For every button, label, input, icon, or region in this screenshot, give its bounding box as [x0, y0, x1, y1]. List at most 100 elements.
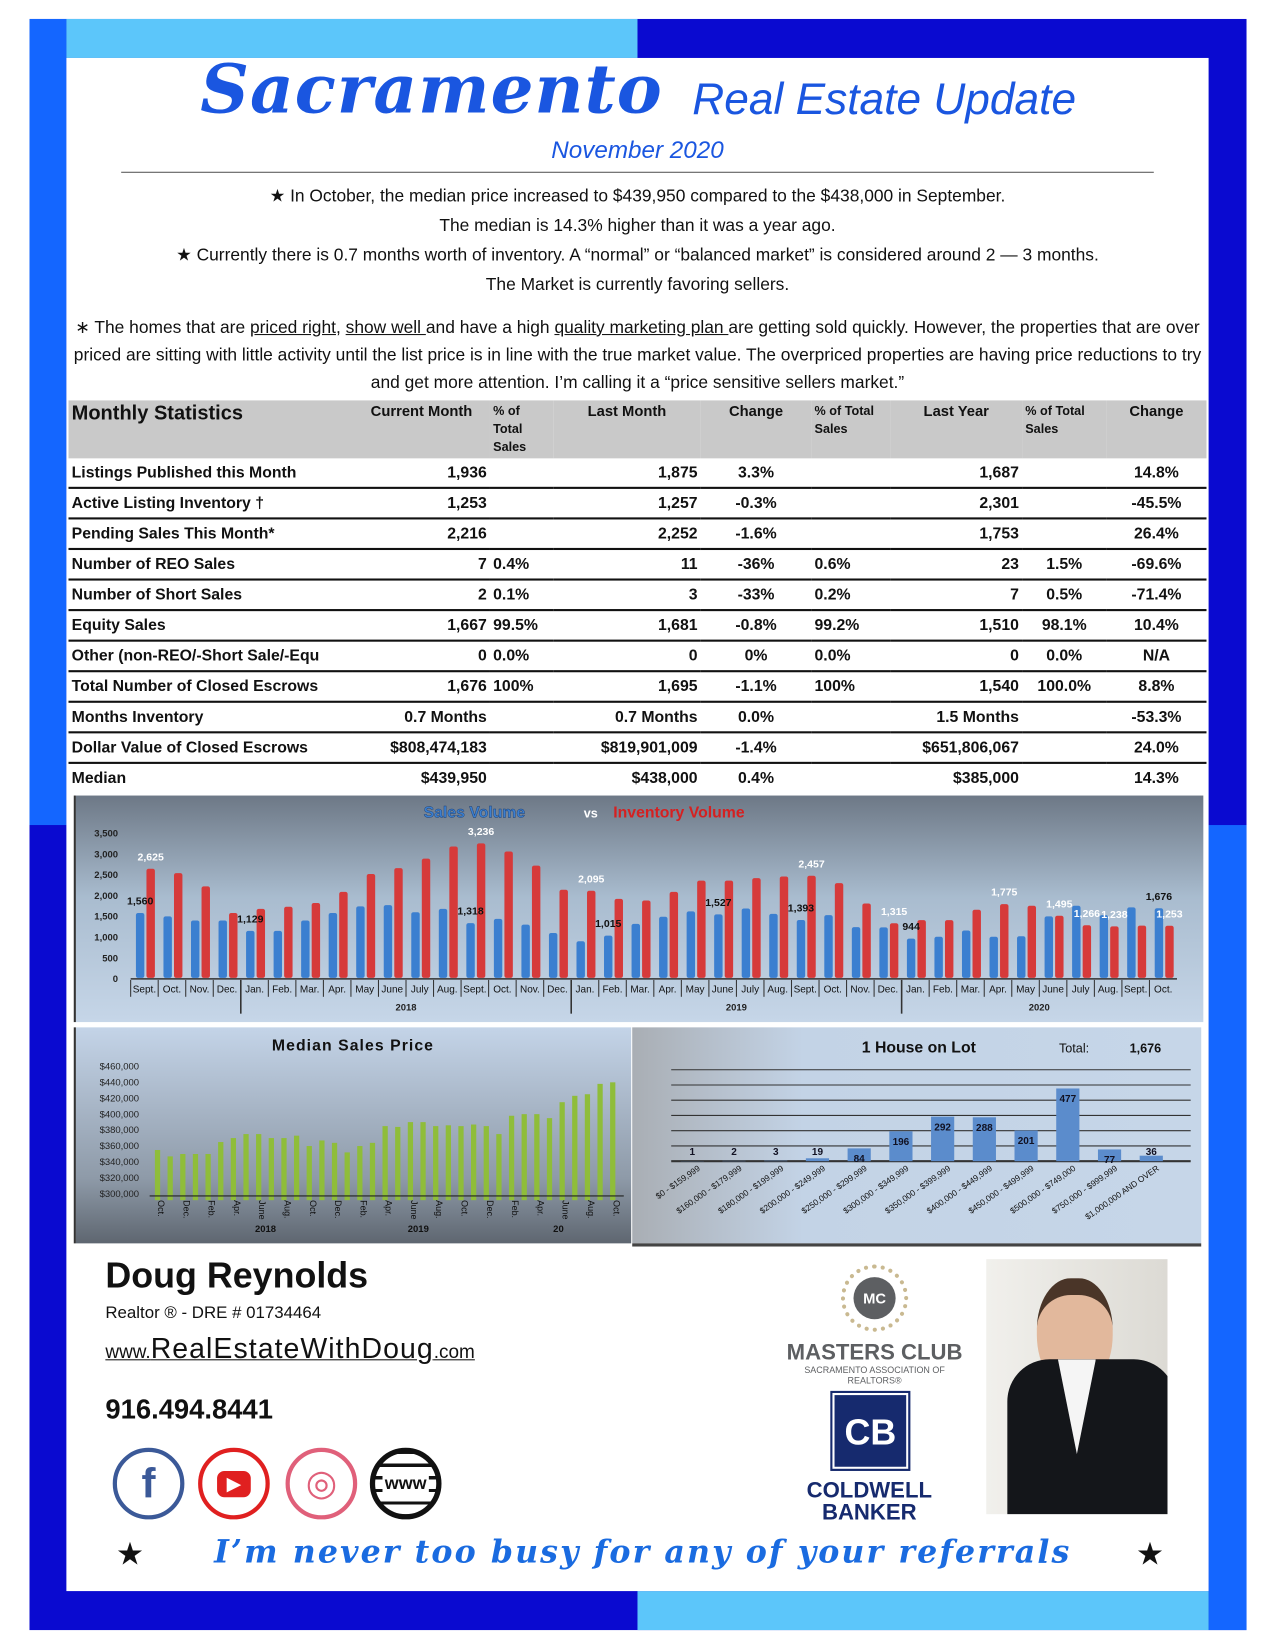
sales-bar [576, 941, 585, 978]
cell: 0 [890, 640, 1023, 673]
title-real-estate-update: Real Estate Update [692, 73, 1077, 124]
x-tick-label: Oct. [308, 1200, 318, 1216]
row-label: Listings Published this Month [68, 458, 353, 489]
x-tick-label: Apr. [232, 1200, 242, 1216]
cell: 0.4% [738, 769, 775, 788]
cell: 100% [811, 671, 891, 703]
inventory-bar [889, 923, 899, 978]
cell: 0.0% [1022, 640, 1107, 673]
cell: 11 [553, 548, 701, 581]
cell: 1,676 [352, 671, 490, 703]
median-bar [281, 1138, 287, 1201]
x-tick-label: Apr. [989, 985, 1007, 996]
inventory-bar [587, 890, 596, 978]
data-label: 1,676 [1146, 891, 1172, 903]
inventory-bar [449, 846, 458, 978]
x-tick-label: Apr. [328, 985, 346, 996]
data-label: 201 [1018, 1136, 1035, 1147]
year-label: 2020 [1029, 1002, 1050, 1013]
bullet-median: ★ In October, the median price increased… [269, 186, 1006, 235]
y-tick-label: 2,000 [94, 891, 118, 902]
inventory-bar [669, 891, 679, 978]
sales-bar [1127, 907, 1136, 978]
masters-club-badge: MC [840, 1264, 909, 1332]
data-label: 944 [902, 921, 920, 933]
x-tick-label: Mar. [961, 985, 980, 996]
cell: 0.0% [489, 640, 554, 673]
sales-bar [1099, 915, 1109, 978]
bullet-inventory: ★ Currently there is 0.7 months worth of… [176, 245, 1099, 294]
row-label: Active Listing Inventory † [68, 487, 353, 520]
cell: 100.0% [1022, 671, 1107, 703]
x-tick-label: Mar. [300, 985, 319, 996]
frame-segment [637, 1591, 1209, 1631]
x-tick-label: July [1072, 985, 1090, 996]
inventory-bar [1110, 926, 1119, 978]
monthly-statistics-table: Monthly Statistics Current Month% of Tota… [68, 400, 1207, 792]
data-label: 1,560 [127, 896, 153, 908]
youtube-icon[interactable]: ▶ [198, 1447, 270, 1520]
x-tick-label: Oct. [493, 985, 511, 996]
median-bar [483, 1126, 489, 1201]
title-sacramento: Sacramento [200, 50, 663, 130]
chart-title-sales: Sales Volume [424, 805, 526, 822]
asterisk-icon: ∗ [75, 318, 90, 338]
cell: $651,806,067 [890, 732, 1023, 764]
cell [489, 487, 554, 520]
sales-bar [190, 920, 200, 978]
cell: 3.3% [700, 458, 812, 489]
data-label: 1,495 [1046, 898, 1072, 910]
data-label: 2,095 [578, 873, 604, 885]
sales-bar [796, 919, 806, 978]
x-tick-label: Sept. [1124, 985, 1147, 996]
sales-bar [356, 906, 365, 978]
cell [811, 732, 891, 764]
data-label: 1,015 [595, 918, 621, 930]
table-row: Months Inventory 0.7 Months 0.7 Months 0.0%… [68, 701, 1207, 734]
frame-segment [1208, 825, 1247, 1631]
cell: -53.3% [1106, 701, 1207, 734]
sales-bar [686, 911, 696, 978]
median-bar [180, 1153, 186, 1201]
price-range-bar [805, 1158, 830, 1162]
median-bar [584, 1094, 591, 1201]
x-tick-label: Aug. [434, 1200, 444, 1218]
price-range-bar [1014, 1130, 1038, 1162]
agent-website-link[interactable]: www.RealEstateWithDoug.com [105, 1332, 475, 1365]
table-row: Active Listing Inventory † 1,253 1,257 -0.3… [68, 487, 1207, 520]
house-on-lot-chart: 1 House on Lot Total: 1,676 1 $0 - $159,999 2… [632, 1027, 1202, 1247]
y-tick-label: 3,500 [94, 829, 118, 840]
median-bar [546, 1118, 553, 1201]
y-tick-label: 3,000 [94, 849, 118, 860]
x-tick-label: Nov. [520, 985, 540, 996]
cell: -1.6% [700, 518, 812, 551]
inventory-bar [972, 909, 981, 978]
median-bar [395, 1126, 401, 1201]
cell: 1.5% [1022, 548, 1107, 581]
inventory-bar [614, 898, 623, 978]
sales-bar [989, 936, 998, 978]
cell: 7 [352, 548, 490, 581]
x-tick-label: Oct. [156, 1200, 166, 1216]
cell [811, 701, 891, 734]
sales-bar [438, 908, 448, 978]
y-tick-label: $300,000 [100, 1189, 140, 1200]
sales-bar [521, 924, 530, 978]
price-range-bar [931, 1116, 955, 1162]
cell [811, 487, 891, 520]
facebook-icon[interactable]: f [112, 1447, 185, 1520]
median-bar [293, 1135, 300, 1201]
sales-bar [218, 920, 227, 978]
cell: -36% [700, 548, 812, 581]
y-tick-label: $460,000 [100, 1062, 140, 1073]
sales-bar [659, 916, 668, 978]
x-tick-label: Dec. [547, 985, 568, 996]
year-label: 2018 [395, 1002, 416, 1013]
cell: 0.5% [1022, 579, 1107, 612]
sales-bar [383, 905, 393, 978]
data-label: 2,625 [138, 851, 164, 863]
www-globe-icon[interactable]: www [369, 1447, 442, 1520]
instagram-icon[interactable]: ◎ [285, 1447, 358, 1520]
y-tick-label: 1,000 [94, 933, 118, 944]
column-header: % of Total Sales [489, 400, 554, 459]
